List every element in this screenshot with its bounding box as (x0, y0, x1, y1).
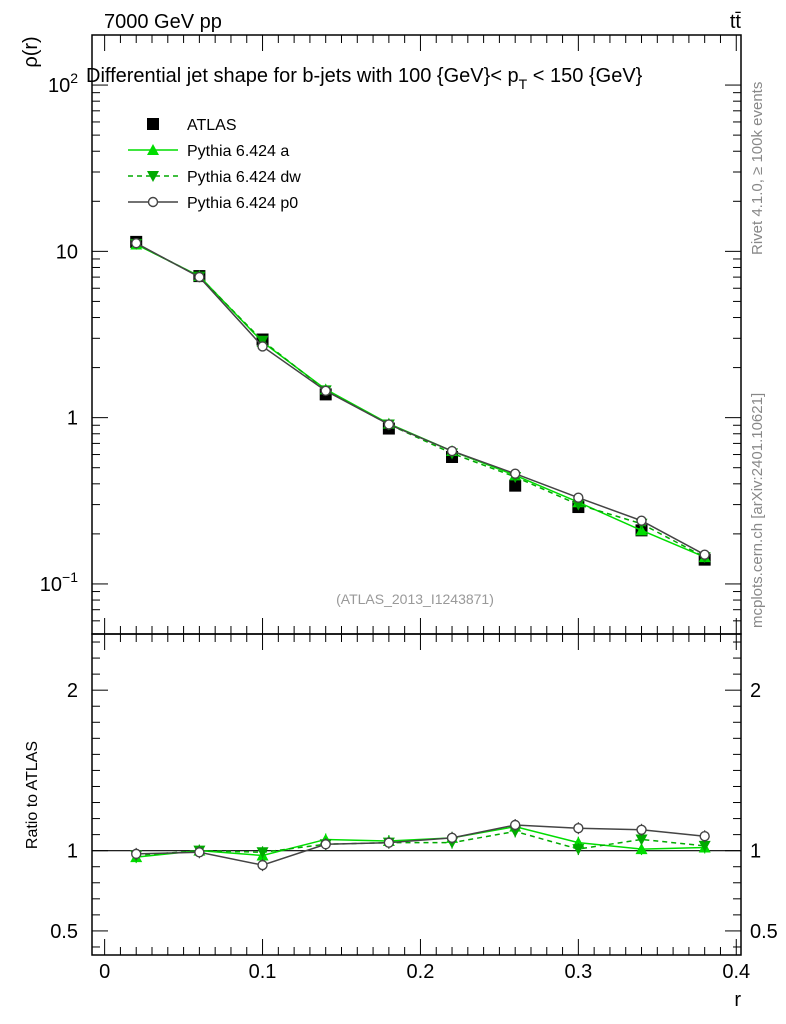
legend-label-pythia-6-424-a: Pythia 6.424 a (187, 143, 289, 160)
ratio-line-pythia-6-424-dw (136, 830, 705, 857)
main-point-pythia-6-424-a (635, 524, 648, 536)
y-tick-label-0-1: 10−1 (40, 569, 78, 596)
ratio-y-tick-label-right-0-5: 0.5 (750, 921, 778, 943)
y-tick-label-100: 102 (48, 70, 78, 97)
main-line-pythia-6-424-a (135, 243, 705, 558)
legend-label-atlas: ATLAS (187, 117, 237, 134)
y-tick-label-1: 1 (67, 408, 78, 430)
data-series (130, 235, 711, 872)
x-tick-label-0: 0 (99, 961, 110, 983)
energy-label: 7000 GeV pp (104, 11, 222, 33)
legend-label-pythia-6-424-dw: Pythia 6.424 dw (187, 169, 301, 186)
ratio-point-pythia-6-424-p0 (320, 839, 331, 850)
ratio-plot-frame (91, 633, 742, 956)
ratio-point-pythia-6-424-p0 (699, 831, 710, 842)
y-tick-base: 10 (48, 75, 70, 97)
x-tick-label-0-3: 0.3 (564, 961, 592, 983)
ratio-y-tick-label-1: 1 (67, 841, 78, 863)
ratio-point-pythia-6-424-p0 (131, 848, 142, 860)
main-series-atlas (130, 235, 711, 566)
x-tick-label-0-2: 0.2 (407, 961, 435, 983)
ratio-point-pythia-6-424-p0 (257, 859, 268, 871)
main-point-atlas (509, 479, 522, 492)
legend-label-pythia-6-424-p0: Pythia 6.424 p0 (187, 195, 298, 212)
ratio-y-tick-label-right-2: 2 (750, 680, 761, 702)
y-tick-label-10: 10 (56, 241, 78, 263)
main-y-axis-label: ρ(r) (20, 36, 42, 67)
x-axis-label: r (734, 989, 741, 1011)
main-line-pythia-6-424-p0 (135, 242, 706, 556)
legend-marker-atlas (147, 118, 159, 130)
ratio-point-pythia-6-424-dw (572, 844, 585, 856)
ratio-point-pythia-6-424-dw (256, 847, 269, 859)
ratio-point-pythia-6-424-dw (698, 840, 711, 852)
ratio-point-pythia-6-424-p0 (383, 837, 395, 848)
ratio-point-pythia-6-424-p0 (509, 819, 521, 831)
x-tick-label-0-1: 0.1 (249, 961, 277, 983)
ratio-point-pythia-6-424-p0 (194, 847, 205, 858)
ratio-point-pythia-6-424-a (635, 843, 648, 855)
ratio-point-pythia-6-424-p0 (636, 824, 647, 836)
main-point-pythia-6-424-p0 (446, 445, 458, 457)
ratio-y-tick-label-right-1: 1 (750, 841, 761, 863)
title-tail: < 150 {GeV} (527, 65, 642, 87)
title-subscript: T (519, 76, 528, 92)
main-point-pythia-6-424-p0 (257, 341, 268, 352)
main-point-pythia-6-424-p0 (383, 419, 395, 430)
ratio-series-pythia-6-424-p0 (131, 818, 710, 872)
ratio-y-tick-label-2: 2 (67, 680, 78, 702)
title-main: Differential jet shape for b-jets with 1… (86, 65, 491, 87)
main-point-pythia-6-424-p0 (636, 515, 647, 526)
y-tick-exponent: −1 (62, 569, 78, 585)
main-point-pythia-6-424-p0 (573, 492, 584, 503)
legend-marker-pythia-6-424-dw (147, 171, 159, 182)
ratio-y-tick-label-0-5: 0.5 (50, 921, 78, 943)
ratio-point-pythia-6-424-p0 (573, 823, 584, 834)
legend-marker-pythia-6-424-a (147, 144, 159, 155)
ratio-line-pythia-6-424-p0 (136, 824, 705, 866)
legend-marker-pythia-6-424-p0 (147, 196, 159, 208)
main-point-pythia-6-424-p0 (131, 237, 142, 249)
main-line-pythia-6-424-dw (135, 243, 706, 558)
source-side-label: mcplots.cern.ch [arXiv:2401.10621] (749, 393, 766, 628)
main-chart-title: Differential jet shape for b-jets with 1… (86, 65, 643, 92)
ratio-y-axis-label: Ratio to ATLAS (24, 741, 41, 849)
ratio-line-pythia-6-424-a (136, 825, 705, 858)
main-point-pythia-6-424-dw (572, 499, 585, 511)
process-label: tt̄ (730, 11, 742, 33)
main-point-pythia-6-424-p0 (320, 385, 331, 397)
title-lt: < p (490, 65, 518, 87)
main-point-pythia-6-424-p0 (699, 549, 710, 560)
ratio-point-pythia-6-424-p0 (446, 832, 458, 844)
watermark-label: (ATLAS_2013_I1243871) (336, 591, 494, 607)
ratio-series-pythia-6-424-a (130, 820, 711, 864)
x-tick-label-0-4: 0.4 (722, 961, 750, 983)
main-series-pythia-6-424-p0 (131, 237, 710, 560)
y-tick-base: 10 (40, 574, 62, 596)
main-point-pythia-6-424-p0 (509, 468, 521, 479)
ratio-point-pythia-6-424-dw (635, 834, 648, 846)
y-tick-exponent: 2 (70, 70, 78, 86)
rivet-side-label: Rivet 4.1.0, ≥ 100k events (749, 82, 766, 255)
main-point-pythia-6-424-p0 (194, 271, 205, 283)
ratio-panel (91, 633, 742, 956)
legend: ATLAS Pythia 6.424 a Pythia 6.424 dw Pythia… (128, 117, 301, 212)
